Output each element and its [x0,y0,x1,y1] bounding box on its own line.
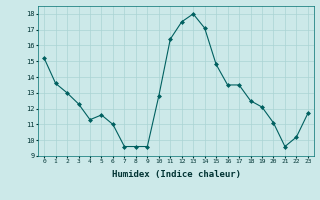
X-axis label: Humidex (Indice chaleur): Humidex (Indice chaleur) [111,170,241,179]
